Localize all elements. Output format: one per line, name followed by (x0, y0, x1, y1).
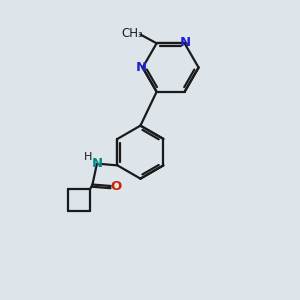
Text: N: N (180, 36, 191, 49)
Text: CH₃: CH₃ (121, 26, 143, 40)
Text: N: N (136, 61, 147, 74)
Text: H: H (84, 152, 92, 162)
Text: O: O (110, 179, 122, 193)
Text: N: N (91, 158, 102, 170)
